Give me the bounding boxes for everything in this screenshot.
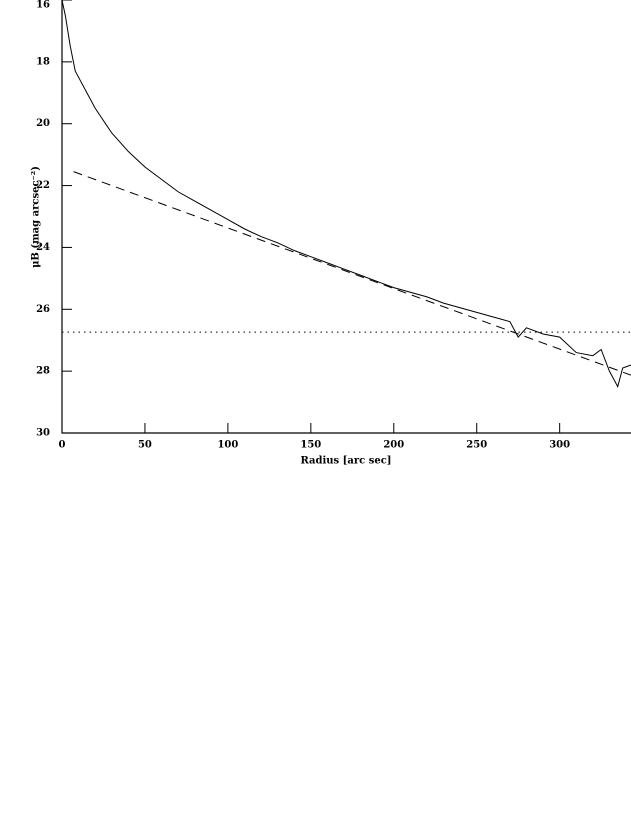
x-tick-label: 150 bbox=[300, 440, 321, 451]
y-tick-label: 30 bbox=[36, 428, 50, 439]
x-tick-label: 50 bbox=[138, 440, 152, 451]
series-line bbox=[61, 0, 631, 388]
y-tick-label: 22 bbox=[36, 180, 50, 191]
x-tick-label: 0 bbox=[59, 440, 66, 451]
y-axis-label: μB (mag arcsec⁻²) bbox=[31, 166, 42, 268]
axis-frame bbox=[61, 0, 631, 434]
y-tick-label: 26 bbox=[36, 304, 50, 315]
y-tick-label: 28 bbox=[36, 366, 50, 377]
x-tick-label: 250 bbox=[466, 440, 487, 451]
y-tick-label: 24 bbox=[36, 242, 50, 253]
series-line bbox=[73, 171, 631, 376]
x-tick-label: 200 bbox=[383, 440, 404, 451]
y-tick-label: 16 bbox=[36, 0, 50, 11]
y-tick-label: 18 bbox=[36, 56, 50, 67]
x-tick-label: 100 bbox=[217, 440, 238, 451]
y-tick-label: 20 bbox=[36, 118, 50, 129]
x-tick-label: 300 bbox=[549, 440, 570, 451]
x-axis-label: Radius [arc sec] bbox=[300, 456, 391, 467]
